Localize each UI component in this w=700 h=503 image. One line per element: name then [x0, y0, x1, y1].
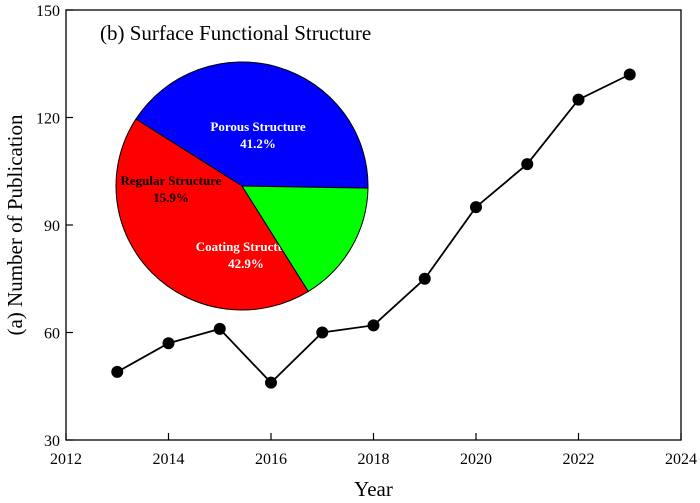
axes: 2012 2014 2016 2018 2020 2022 2024 30 60 90 120 150 [36, 3, 697, 468]
data-point [265, 376, 277, 389]
data-point [623, 68, 636, 81]
pie-slice [115, 118, 310, 311]
series-group [111, 68, 636, 389]
data-point [572, 93, 585, 106]
data-point [162, 337, 175, 350]
pie-slice [135, 61, 369, 189]
y-tick-label: 90 [44, 218, 60, 235]
x-tick-label: 2020 [460, 451, 492, 468]
y-tick-label: 150 [36, 3, 60, 20]
inset-title: (b) Surface Functional Structure [100, 21, 371, 45]
data-point [213, 322, 226, 335]
data-point [470, 201, 482, 214]
y-tick-label: 120 [36, 111, 60, 128]
y-tick-label: 60 [44, 326, 60, 343]
y-axis-label: (a) Number of Publication [3, 114, 27, 336]
data-point [418, 272, 431, 285]
data-point [521, 158, 534, 171]
pie-slice-value: 42.9% [228, 256, 264, 271]
data-point [316, 326, 329, 339]
pie-slice-value: 15.9% [153, 190, 189, 205]
x-tick-label: 2012 [50, 451, 82, 468]
pie-slice-label: Porous Structure [210, 119, 305, 134]
pie-slice-label: Coating Structure [196, 239, 297, 254]
data-point [367, 319, 380, 332]
x-axis-label: Year [354, 477, 393, 501]
pie-slice [241, 185, 369, 293]
data-point [111, 365, 124, 378]
x-tick-label: 2024 [665, 451, 697, 468]
x-tick-label: 2022 [563, 451, 595, 468]
x-tick-label: 2018 [358, 451, 390, 468]
pie-inset: Porous Structure 41.2% Coating Structure 42… [115, 61, 369, 311]
pie-slice-label: Regular Structure [121, 173, 222, 188]
x-tick-label: 2016 [255, 451, 287, 468]
x-tick-label: 2014 [153, 451, 185, 468]
y-tick-label: 30 [44, 433, 60, 450]
pie-slice-value: 41.2% [240, 136, 276, 151]
